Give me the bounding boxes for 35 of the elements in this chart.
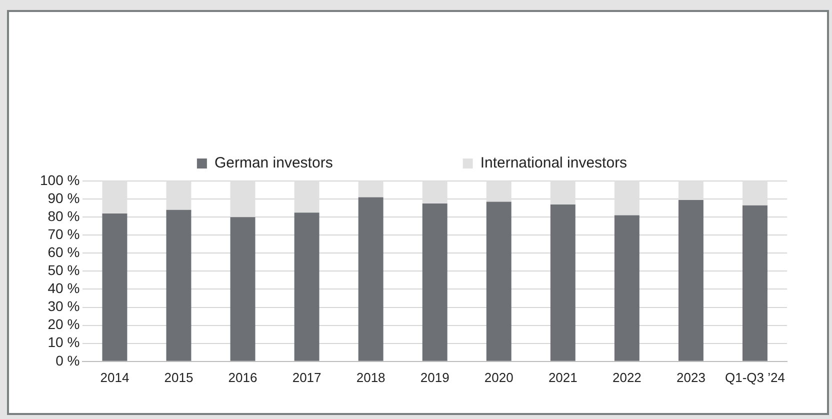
y-tick-label: 30 %: [48, 298, 80, 314]
y-tick-label: 60 %: [48, 244, 80, 260]
bar: [102, 213, 128, 361]
legend-label: International investors: [480, 154, 628, 172]
x-tick-label: 2023: [676, 370, 706, 385]
x-tick-label: 2014: [100, 370, 130, 385]
x-tick-label: 2020: [484, 370, 514, 385]
bar: [294, 212, 320, 361]
y-tick-label: 40 %: [48, 280, 80, 296]
y-tick-label: 80 %: [48, 208, 80, 224]
x-tick-label: 2021: [548, 370, 578, 385]
bar: [358, 197, 384, 361]
x-tick-label: 2016: [228, 370, 258, 385]
bar: [422, 204, 448, 361]
bar: [230, 217, 256, 361]
x-tick-label: 2017: [292, 370, 322, 385]
y-tick-label: 70 %: [48, 226, 80, 242]
x-tick-label: 2019: [420, 370, 450, 385]
y-tick-label: 10 %: [48, 334, 80, 350]
y-tick-label: 50 %: [48, 262, 80, 278]
y-tick-label: 0 %: [56, 352, 80, 368]
bar: [614, 215, 640, 361]
bar: [678, 200, 704, 361]
bar: [166, 210, 192, 361]
x-tick-label: 2022: [612, 370, 642, 385]
y-tick-label: 90 %: [48, 190, 80, 206]
x-tick-label: Q1-Q3 ’24: [724, 370, 785, 385]
y-tick-label: 20 %: [48, 316, 80, 332]
legend-label: German investors: [214, 154, 333, 172]
x-tick-label: 2015: [164, 370, 194, 385]
bar: [742, 205, 768, 361]
y-tick-label: 100 %: [40, 172, 80, 188]
bar: [486, 202, 512, 361]
x-tick-label: 2018: [356, 370, 386, 385]
bar: [550, 204, 576, 361]
